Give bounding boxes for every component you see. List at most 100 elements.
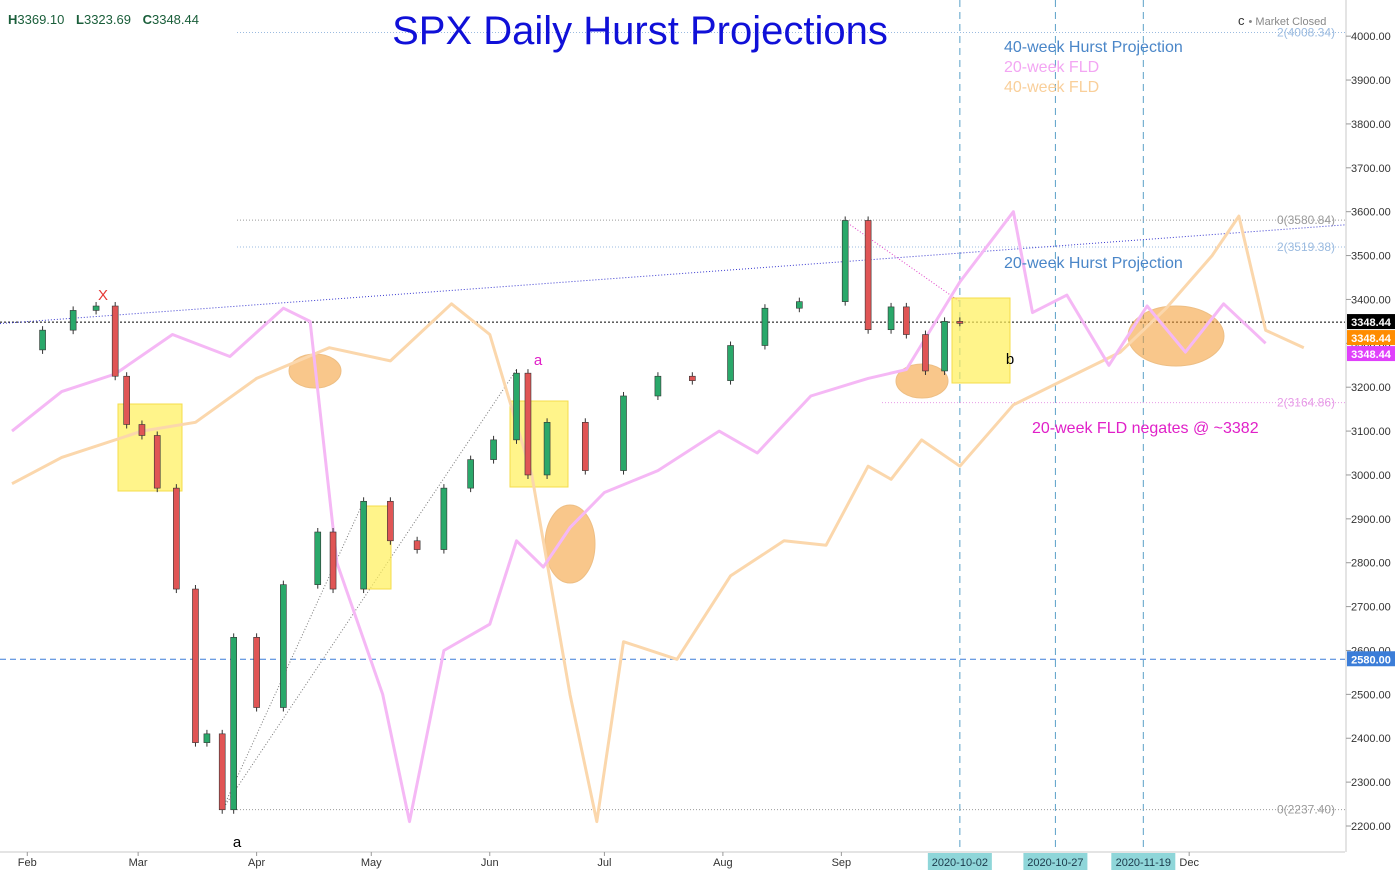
y-tick-label: 2300.00 xyxy=(1351,777,1391,789)
ohlc-low: L3323.69 xyxy=(76,12,131,27)
y-tick-label: 3600.00 xyxy=(1351,207,1391,219)
market-status: c • Market Closed xyxy=(1238,13,1326,28)
candle-body xyxy=(387,500,394,542)
candle-body xyxy=(218,733,226,811)
legend-entry: 40-week FLD xyxy=(1004,79,1099,96)
x-tick-label: Sep xyxy=(832,857,852,869)
y-tick-label: 3000.00 xyxy=(1351,470,1391,482)
candle-body xyxy=(654,375,662,397)
candle-body xyxy=(230,637,237,811)
x-tick-label: Dec xyxy=(1179,857,1199,869)
level-label: 2(3519.38) xyxy=(1277,240,1335,254)
candle-body xyxy=(524,372,532,476)
candle-body xyxy=(123,375,130,425)
annotation-a-low: a xyxy=(233,834,242,851)
candle-body xyxy=(173,487,180,590)
price-label-box xyxy=(1347,346,1395,362)
y-tick-label: 3200.00 xyxy=(1351,382,1391,394)
projection-line xyxy=(844,220,961,303)
x-tick-label: Feb xyxy=(18,857,37,869)
date-marker-label: 2020-10-02 xyxy=(932,857,988,869)
legend-entry: 20-week FLD xyxy=(1004,59,1099,76)
candle-body xyxy=(314,531,322,585)
date-marker-box xyxy=(927,853,992,870)
x-tick-label: May xyxy=(361,857,382,869)
price-label-text: 3348.44 xyxy=(1351,349,1392,361)
candle-body xyxy=(689,375,696,381)
candle-body xyxy=(941,321,948,372)
price-label-box xyxy=(1347,314,1395,330)
candle-body xyxy=(413,540,421,550)
level-label: 2(4008.34) xyxy=(1277,26,1335,40)
ohlc-readout: H3369.10 L3323.69 C3348.44 xyxy=(8,12,207,27)
price-label-text: 3348.44 xyxy=(1351,317,1392,329)
y-tick-label: 3500.00 xyxy=(1351,251,1391,263)
level-label: 2(3164.86) xyxy=(1277,396,1335,410)
candle-body xyxy=(69,310,77,331)
y-tick-label: 4000.00 xyxy=(1351,31,1391,43)
annotation-fld-negates: 20-week FLD negates @ ~3382 xyxy=(1032,420,1259,437)
candle-body xyxy=(581,422,589,471)
candle-body xyxy=(543,422,551,476)
y-tick-label: 2500.00 xyxy=(1351,689,1391,701)
y-tick-label: 3800.00 xyxy=(1351,119,1391,131)
y-tick-label: 3700.00 xyxy=(1351,163,1391,175)
y-tick-label: 2700.00 xyxy=(1351,602,1391,614)
price-label-box xyxy=(1347,651,1395,667)
candle-body xyxy=(727,345,734,381)
date-marker-label: 2020-11-19 xyxy=(1116,857,1171,869)
price-label-box xyxy=(1347,330,1395,346)
candle-body xyxy=(796,301,803,309)
y-tick-label: 3900.00 xyxy=(1351,75,1391,87)
highlight-ellipse xyxy=(895,363,949,399)
annotation-b: b xyxy=(1006,351,1014,368)
candle-body xyxy=(280,584,287,708)
trend-line xyxy=(0,224,1346,325)
legend-entry: 40-week Hurst Projection xyxy=(1004,39,1183,56)
price-label-text: 2580.00 xyxy=(1351,654,1391,666)
x-tick-label: Jun xyxy=(481,857,499,869)
ohlc-close: C3348.44 xyxy=(142,12,199,27)
y-tick-label: 2900.00 xyxy=(1351,514,1391,526)
candle-body xyxy=(513,372,520,441)
candle-body xyxy=(39,329,46,351)
date-marker-box xyxy=(1023,853,1088,870)
candle-body xyxy=(153,435,161,489)
candle-body xyxy=(956,321,964,324)
y-tick-label: 3100.00 xyxy=(1351,426,1391,438)
y-tick-label: 3400.00 xyxy=(1351,294,1391,306)
candle-body xyxy=(841,220,849,302)
series-line-2 xyxy=(11,214,1305,824)
annotation-a-peak: a xyxy=(534,352,543,369)
candle-body xyxy=(192,588,199,743)
market-status-text: • Market Closed xyxy=(1248,16,1327,28)
highlight-box xyxy=(951,297,1011,384)
candle-body xyxy=(761,307,769,346)
candle-body xyxy=(887,306,895,331)
x-tick-label: Mar xyxy=(129,857,148,869)
price-axis-band xyxy=(1346,0,1397,871)
x-tick-label: Apr xyxy=(248,857,265,869)
annotation-x: X xyxy=(98,287,108,304)
candle-body xyxy=(360,500,367,590)
market-status-letter: c xyxy=(1238,13,1245,28)
level-label: 0(3580.84) xyxy=(1277,213,1335,227)
series-line-1 xyxy=(11,210,1267,824)
candle-body xyxy=(490,439,497,460)
candle-body xyxy=(111,305,119,377)
price-label-text: 3348.44 xyxy=(1351,333,1392,345)
candle-body xyxy=(138,424,146,436)
projection-line xyxy=(221,369,517,811)
candle-body xyxy=(467,459,474,489)
candle-body xyxy=(922,334,929,372)
highlight-ellipse xyxy=(544,504,596,584)
candle-body xyxy=(864,220,872,331)
y-tick-label: 2200.00 xyxy=(1351,821,1391,833)
x-tick-label: Aug xyxy=(713,857,733,869)
candle-body xyxy=(92,305,100,311)
level-label: 0(2237.40) xyxy=(1277,803,1335,817)
candle-body xyxy=(903,306,910,335)
candle-body xyxy=(253,637,260,708)
